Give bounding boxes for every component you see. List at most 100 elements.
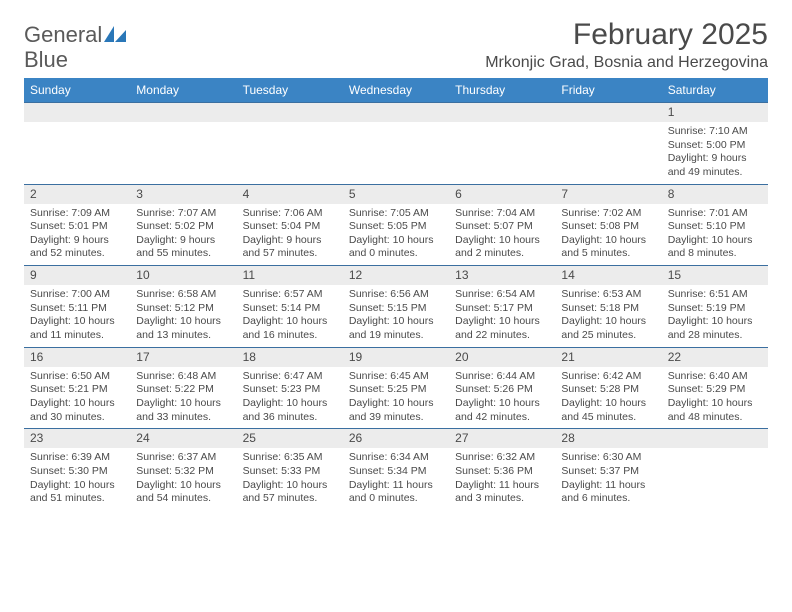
week-row: 9Sunrise: 7:00 AMSunset: 5:11 PMDaylight… [24, 265, 768, 347]
calendar-body: 1Sunrise: 7:10 AMSunset: 5:00 PMDaylight… [24, 102, 768, 510]
day-detail-line: Daylight: 10 hours and 36 minutes. [243, 397, 337, 424]
day-details: Sunrise: 6:42 AMSunset: 5:28 PMDaylight:… [555, 367, 661, 429]
day-detail-line: Sunset: 5:25 PM [349, 383, 443, 397]
day-number: 12 [343, 266, 449, 285]
day-number [662, 429, 768, 448]
day-detail-line: Sunrise: 6:53 AM [561, 288, 655, 302]
day-cell [555, 103, 661, 184]
weekday-header: Tuesday [237, 78, 343, 102]
day-detail-line: Sunset: 5:18 PM [561, 302, 655, 316]
day-detail-line: Daylight: 10 hours and 57 minutes. [243, 479, 337, 506]
day-detail-line: Sunrise: 6:44 AM [455, 370, 549, 384]
day-cell: 25Sunrise: 6:35 AMSunset: 5:33 PMDayligh… [237, 429, 343, 510]
day-details: Sunrise: 6:37 AMSunset: 5:32 PMDaylight:… [130, 448, 236, 510]
day-detail-line: Sunrise: 6:57 AM [243, 288, 337, 302]
day-details: Sunrise: 6:54 AMSunset: 5:17 PMDaylight:… [449, 285, 555, 347]
day-detail-line: Daylight: 10 hours and 39 minutes. [349, 397, 443, 424]
day-detail-line: Sunset: 5:00 PM [668, 139, 762, 153]
day-number: 16 [24, 348, 130, 367]
day-detail-line: Daylight: 10 hours and 33 minutes. [136, 397, 230, 424]
day-detail-line: Sunset: 5:17 PM [455, 302, 549, 316]
day-detail-line: Sunset: 5:14 PM [243, 302, 337, 316]
day-cell: 20 Sunrise: 6:44 AMSunset: 5:26 PMDayligh… [449, 348, 555, 429]
day-detail-line: Sunset: 5:26 PM [455, 383, 549, 397]
day-detail-line: Daylight: 10 hours and 25 minutes. [561, 315, 655, 342]
day-number [555, 103, 661, 122]
day-details: Sunrise: 7:00 AMSunset: 5:11 PMDaylight:… [24, 285, 130, 347]
day-detail-line: Daylight: 11 hours and 6 minutes. [561, 479, 655, 506]
day-detail-line: Daylight: 10 hours and 16 minutes. [243, 315, 337, 342]
day-number [449, 103, 555, 122]
weekday-header: Saturday [662, 78, 768, 102]
day-number: 3 [130, 185, 236, 204]
day-cell: 9Sunrise: 7:00 AMSunset: 5:11 PMDaylight… [24, 266, 130, 347]
weekday-header: Sunday [24, 78, 130, 102]
day-cell: 7Sunrise: 7:02 AMSunset: 5:08 PMDaylight… [555, 185, 661, 266]
day-number: 5 [343, 185, 449, 204]
day-detail-line: Sunrise: 6:47 AM [243, 370, 337, 384]
day-detail-line: Daylight: 10 hours and 19 minutes. [349, 315, 443, 342]
day-number: 7 [555, 185, 661, 204]
day-cell: 13Sunrise: 6:54 AMSunset: 5:17 PMDayligh… [449, 266, 555, 347]
day-detail-line: Daylight: 10 hours and 42 minutes. [455, 397, 549, 424]
day-cell [237, 103, 343, 184]
day-detail-line: Sunset: 5:28 PM [561, 383, 655, 397]
day-number: 24 [130, 429, 236, 448]
day-cell [449, 103, 555, 184]
day-cell: 11Sunrise: 6:57 AMSunset: 5:14 PMDayligh… [237, 266, 343, 347]
week-row: 1Sunrise: 7:10 AMSunset: 5:00 PMDaylight… [24, 102, 768, 184]
day-detail-line: Sunrise: 7:04 AM [455, 207, 549, 221]
day-cell: 4Sunrise: 7:06 AMSunset: 5:04 PMDaylight… [237, 185, 343, 266]
day-details [130, 122, 236, 129]
weekday-header: Monday [130, 78, 236, 102]
day-detail-line: Sunrise: 7:05 AM [349, 207, 443, 221]
day-number: 22 [662, 348, 768, 367]
day-detail-line: Daylight: 9 hours and 52 minutes. [30, 234, 124, 261]
week-row: 23Sunrise: 6:39 AMSunset: 5:30 PMDayligh… [24, 428, 768, 510]
day-detail-line: Daylight: 10 hours and 48 minutes. [668, 397, 762, 424]
day-cell: 21Sunrise: 6:42 AMSunset: 5:28 PMDayligh… [555, 348, 661, 429]
day-detail-line: Daylight: 9 hours and 57 minutes. [243, 234, 337, 261]
day-number [237, 103, 343, 122]
day-number: 13 [449, 266, 555, 285]
day-detail-line: Daylight: 10 hours and 8 minutes. [668, 234, 762, 261]
day-cell: 1Sunrise: 7:10 AMSunset: 5:00 PMDaylight… [662, 103, 768, 184]
day-details: Sunrise: 7:05 AMSunset: 5:05 PMDaylight:… [343, 204, 449, 266]
day-number: 1 [662, 103, 768, 122]
week-row: 2Sunrise: 7:09 AMSunset: 5:01 PMDaylight… [24, 184, 768, 266]
day-detail-line: Daylight: 11 hours and 0 minutes. [349, 479, 443, 506]
header: General Blue February 2025 Mrkonjic Grad… [24, 18, 768, 72]
day-detail-line: Sunset: 5:29 PM [668, 383, 762, 397]
day-number: 20 [449, 348, 555, 367]
day-number: 14 [555, 266, 661, 285]
day-number: 4 [237, 185, 343, 204]
day-details: Sunrise: 6:53 AMSunset: 5:18 PMDaylight:… [555, 285, 661, 347]
day-detail-line: Sunset: 5:02 PM [136, 220, 230, 234]
brand-logo: General Blue [24, 18, 126, 72]
day-detail-line: Sunrise: 6:45 AM [349, 370, 443, 384]
day-details: Sunrise: 6:39 AMSunset: 5:30 PMDaylight:… [24, 448, 130, 510]
day-details: Sunrise: 7:09 AMSunset: 5:01 PMDaylight:… [24, 204, 130, 266]
day-number: 27 [449, 429, 555, 448]
day-cell: 15Sunrise: 6:51 AMSunset: 5:19 PMDayligh… [662, 266, 768, 347]
day-details: Sunrise: 6:57 AMSunset: 5:14 PMDaylight:… [237, 285, 343, 347]
day-detail-line: Daylight: 10 hours and 13 minutes. [136, 315, 230, 342]
weekday-header-row: SundayMondayTuesdayWednesdayThursdayFrid… [24, 78, 768, 102]
day-detail-line: Sunset: 5:07 PM [455, 220, 549, 234]
day-number: 11 [237, 266, 343, 285]
title-block: February 2025 Mrkonjic Grad, Bosnia and … [485, 18, 768, 72]
day-detail-line: Sunset: 5:21 PM [30, 383, 124, 397]
day-detail-line: Daylight: 10 hours and 5 minutes. [561, 234, 655, 261]
day-detail-line: Sunset: 5:36 PM [455, 465, 549, 479]
day-detail-line: Sunset: 5:37 PM [561, 465, 655, 479]
day-detail-line: Sunrise: 7:02 AM [561, 207, 655, 221]
day-detail-line: Daylight: 10 hours and 22 minutes. [455, 315, 549, 342]
weekday-header: Friday [555, 78, 661, 102]
day-detail-line: Sunset: 5:05 PM [349, 220, 443, 234]
day-detail-line: Sunrise: 6:30 AM [561, 451, 655, 465]
day-cell: 2Sunrise: 7:09 AMSunset: 5:01 PMDaylight… [24, 185, 130, 266]
day-cell: 19Sunrise: 6:45 AMSunset: 5:25 PMDayligh… [343, 348, 449, 429]
day-details: Sunrise: 6:56 AMSunset: 5:15 PMDaylight:… [343, 285, 449, 347]
day-detail-line: Sunset: 5:19 PM [668, 302, 762, 316]
day-cell: 26Sunrise: 6:34 AMSunset: 5:34 PMDayligh… [343, 429, 449, 510]
